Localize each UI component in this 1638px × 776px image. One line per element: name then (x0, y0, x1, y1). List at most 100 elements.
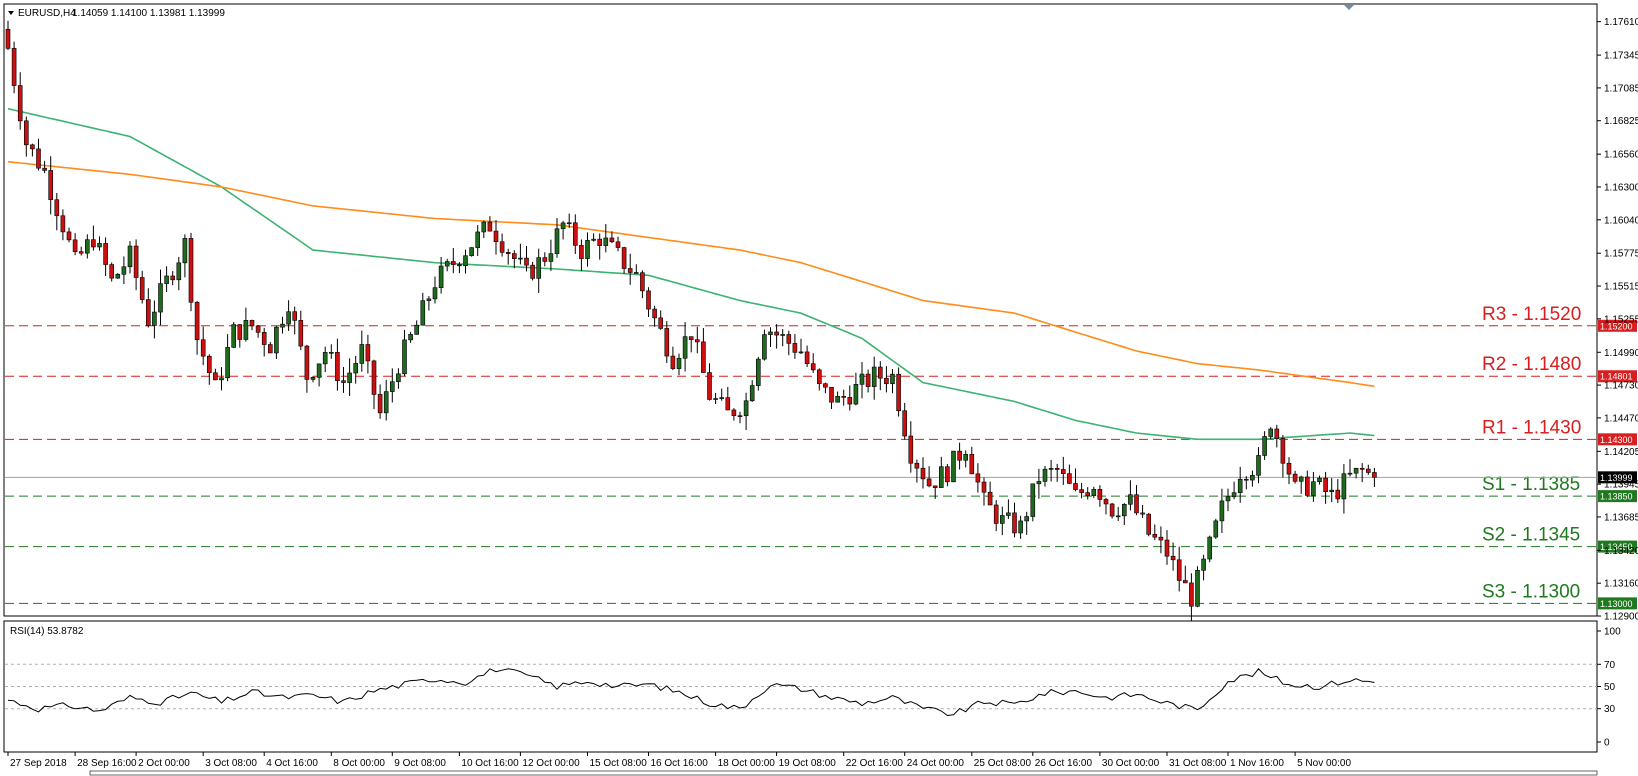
candle (438, 256, 444, 294)
candle (853, 372, 859, 406)
candle (518, 243, 523, 265)
candle-body (225, 347, 230, 379)
chart-menu-arrow-icon[interactable] (8, 11, 14, 15)
candle (1298, 475, 1304, 494)
time-tick-label: 19 Oct 08:00 (779, 758, 837, 769)
level-price-tag (1598, 597, 1637, 610)
candle-body (5, 28, 11, 49)
candle (999, 506, 1005, 536)
candle-body (1170, 555, 1176, 561)
time-tick-label: 24 Oct 00:00 (907, 758, 965, 769)
candle-body (371, 360, 377, 395)
candle (975, 463, 981, 493)
candle-body (1061, 469, 1066, 474)
candle (36, 138, 41, 171)
candle-body (11, 48, 17, 86)
candle (133, 239, 139, 291)
candle (1201, 554, 1206, 581)
candle (1274, 424, 1280, 448)
candle-body (1207, 536, 1212, 560)
candle (609, 231, 615, 244)
candle-body (1158, 536, 1164, 541)
candle-body (1372, 472, 1377, 478)
candle-body (1006, 512, 1011, 516)
candle-body (816, 369, 822, 384)
candles-layer (5, 20, 1377, 622)
candle-body (1067, 473, 1072, 484)
time-tick-label: 25 Oct 08:00 (974, 758, 1032, 769)
candle (97, 236, 102, 251)
candle-body (1176, 559, 1182, 581)
price-tick-label: 1.15515 (1604, 282, 1638, 293)
candle (359, 330, 365, 372)
candle-body (48, 170, 54, 201)
candle (1006, 499, 1011, 519)
candle (176, 256, 182, 291)
candle-body (1274, 428, 1280, 439)
candle-body (1042, 468, 1048, 482)
candle (548, 239, 554, 271)
candle-body (176, 262, 182, 281)
candle-body (615, 241, 621, 248)
candle (1122, 503, 1127, 525)
candle-body (377, 394, 383, 414)
candle (1170, 542, 1176, 571)
horizontal-scrollbar[interactable] (89, 770, 1598, 776)
candle (536, 248, 542, 293)
candle-body (426, 298, 432, 301)
candle (682, 322, 688, 372)
candle (603, 223, 609, 253)
candle (908, 421, 914, 473)
candle (432, 276, 438, 304)
candle-body (1054, 468, 1060, 470)
candle-body (365, 344, 371, 362)
candle-body (60, 215, 66, 233)
candle (408, 331, 413, 343)
candle (365, 334, 371, 374)
price-tick-label: 1.15775 (1604, 249, 1638, 260)
candle (48, 156, 54, 215)
level-label-s3: S3 - 1.1300 (1482, 581, 1580, 602)
candle-body (335, 352, 340, 381)
candle-body (17, 85, 23, 122)
price-tick-label: 1.13160 (1604, 579, 1638, 590)
candle (310, 376, 316, 383)
time-tick-label: 4 Oct 16:00 (266, 758, 318, 769)
time-tick-label: 16 Oct 16:00 (651, 758, 709, 769)
candle-body (261, 332, 267, 345)
candle-body (884, 377, 889, 385)
shift-marker-icon[interactable] (1344, 5, 1354, 10)
candle-body (243, 320, 249, 340)
candle (304, 344, 310, 393)
price-tick-label: 1.16040 (1604, 215, 1638, 226)
candle-body (139, 277, 145, 300)
candle-body (402, 339, 407, 375)
candle-body (701, 341, 706, 373)
candle (816, 368, 822, 391)
candle-body (1122, 504, 1127, 517)
candle-body (359, 344, 365, 364)
candle-body (926, 478, 932, 487)
candle (139, 270, 145, 304)
price-tick-label: 1.14990 (1604, 348, 1638, 359)
candle-body (1048, 468, 1054, 470)
candle (926, 466, 932, 488)
candle-body (658, 317, 664, 329)
candle (267, 342, 273, 354)
candle-body (292, 311, 298, 321)
candle (658, 310, 664, 330)
candle-body (560, 222, 566, 230)
candle (414, 320, 420, 335)
candle-body (890, 373, 895, 385)
candle (481, 220, 487, 239)
candle (1036, 468, 1042, 499)
candle-body (530, 264, 535, 279)
candle-body (755, 358, 761, 386)
candle-body (1195, 570, 1200, 607)
level-price-tag-text: 1.14300 (1600, 435, 1633, 445)
price-tick-label: 1.14205 (1604, 447, 1638, 458)
candle-body (188, 238, 194, 303)
levels-layer: R3 - 1.1520 1.15200 R2 - 1.1480 1.14801 R1 -… (5, 304, 1637, 610)
candle (566, 213, 572, 228)
candle (713, 392, 718, 405)
